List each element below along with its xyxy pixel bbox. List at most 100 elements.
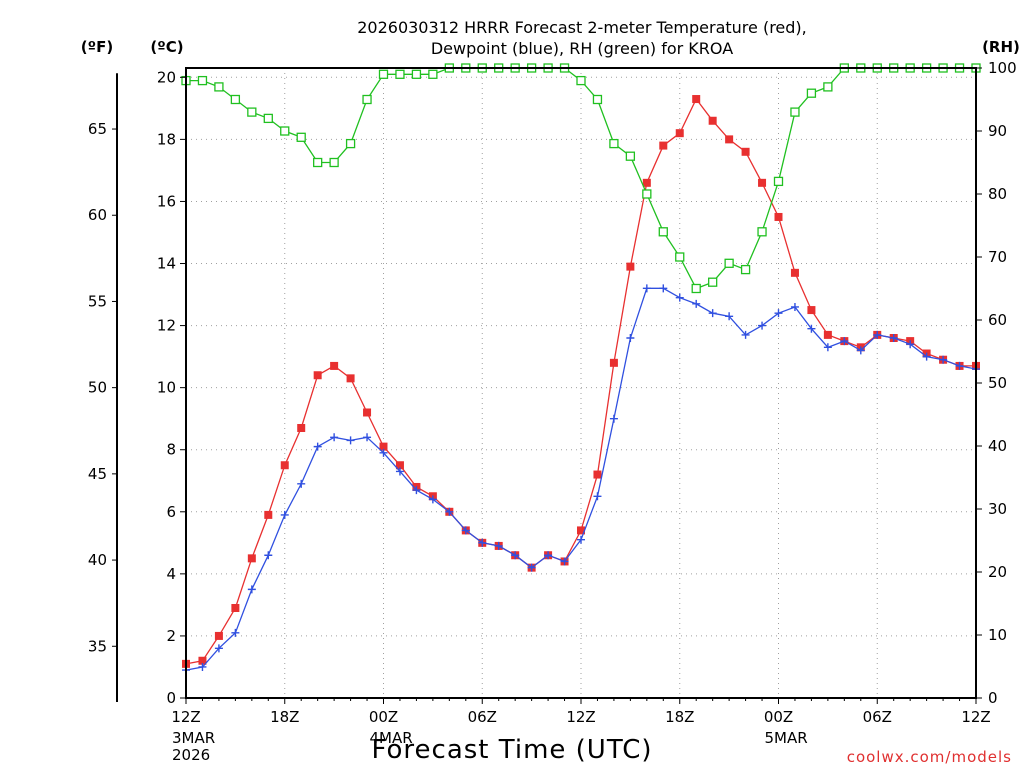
fahrenheit-axis-label: (ºF) (81, 38, 113, 56)
dewpoint-point (840, 337, 849, 346)
credit-text: coolwx.com/models (847, 748, 1012, 766)
x-tick-label: 18Z (665, 708, 694, 726)
rh-point (395, 69, 405, 79)
x-tick-label: 12Z (961, 708, 990, 726)
temperature-point (577, 526, 585, 535)
rh-point (362, 94, 372, 105)
dewpoint-point (741, 330, 750, 339)
rh-point (428, 69, 438, 79)
dewpoint-point (577, 535, 585, 544)
dewpoint-point (856, 346, 865, 355)
temperature-point (626, 262, 635, 271)
dewpoint-point (593, 492, 602, 501)
rh-point (329, 157, 339, 168)
dewpoint-point (922, 352, 931, 361)
fahrenheit-tick-label: 35 (88, 637, 107, 655)
temperature-point (214, 631, 223, 640)
celsius-tick-label: 20 (157, 68, 176, 86)
temperature-point (593, 470, 602, 479)
dewpoint-point (363, 433, 372, 442)
rh-point (708, 277, 718, 287)
x-axis-title: Forecast Time (UTC) (371, 735, 652, 765)
grid-lines (186, 68, 976, 698)
fahrenheit-tick-label: 55 (88, 292, 107, 310)
dewpoint-point (708, 309, 717, 318)
temperature-point (741, 147, 750, 156)
temperature-point (725, 135, 734, 144)
rh-point (773, 176, 784, 187)
dewpoint-point (692, 299, 701, 308)
temperature-point (642, 178, 651, 187)
temperature-point (346, 374, 355, 383)
dewpoint-point (758, 321, 767, 330)
dewpoint-point (955, 361, 964, 370)
dewpoint-point (873, 330, 882, 339)
dewpoint-point (346, 436, 355, 445)
rh-point (823, 82, 833, 92)
dewpoint-point (428, 495, 437, 504)
rh-point (642, 189, 652, 199)
temperature-point (708, 116, 717, 125)
temperature-point (774, 212, 783, 221)
temperature-point (297, 424, 306, 432)
dewpoint-point (725, 312, 734, 321)
rh-point (675, 252, 685, 262)
rh-tick-label: 100 (988, 59, 1017, 77)
rh-point (576, 75, 586, 86)
celsius-tick-label: 12 (157, 317, 176, 335)
rh-point (313, 157, 323, 168)
dewpoint-point (231, 628, 240, 637)
rh-tick-label: 80 (988, 185, 1007, 203)
temperature-point (280, 461, 289, 470)
rh-point (247, 107, 257, 117)
dewpoint-point (675, 293, 684, 302)
rh-tick-label: 10 (988, 626, 1007, 644)
dewpoint-point (412, 486, 421, 495)
celsius-tick-label: 18 (157, 130, 176, 148)
rh-point (790, 107, 800, 117)
x-tick-label: 06Z (863, 708, 892, 726)
rh-point (625, 151, 636, 161)
dewpoint-point (461, 526, 470, 535)
dewpoint-point (478, 538, 487, 547)
x-tick-label: 12Z (171, 708, 200, 726)
celsius-tick-label: 6 (166, 503, 176, 521)
rh-point (411, 69, 422, 79)
dewpoint-point (247, 585, 256, 594)
temperature-point (247, 554, 256, 563)
dewpoint-point (280, 510, 289, 519)
temperature-point (313, 371, 322, 380)
rh-point (740, 264, 751, 275)
x-tick-label: 06Z (468, 708, 497, 726)
date-label: 3MAR (172, 729, 215, 747)
rh-point (197, 75, 208, 86)
rh-tick-label: 30 (988, 500, 1007, 518)
x-tick-label: 12Z (566, 708, 595, 726)
rh-point (345, 138, 356, 149)
rh-tick-label: 60 (988, 311, 1007, 329)
dewpoint-point (626, 334, 635, 342)
temperature-point (198, 656, 207, 665)
series-layer (181, 63, 981, 675)
axes-layer: 0 2 4 6 8 10 12 14 16 18 20 0 10 20 30 40 50 60 70 80 90 100 3… (88, 59, 1017, 764)
chart-title-line-2: Dewpoint (blue), RH (green) for KROA (431, 39, 733, 58)
fahrenheit-tick-label: 40 (88, 551, 107, 569)
rh-point (806, 88, 817, 98)
fahrenheit-tick-label: 65 (88, 120, 107, 138)
dewpoint-point (330, 433, 339, 442)
dewpoint-point (264, 551, 273, 560)
celsius-tick-label: 8 (166, 441, 176, 459)
dewpoint-point (544, 551, 553, 560)
rh-point (724, 258, 734, 268)
rh-point (691, 283, 701, 294)
dewpoint-point (939, 355, 948, 364)
dewpoint-point (889, 334, 898, 342)
rh-tick-label: 20 (988, 563, 1007, 581)
temperature-point (659, 141, 668, 150)
rh-tick-label: 70 (988, 248, 1007, 266)
dewpoint-point (659, 284, 668, 293)
temperature-point (807, 306, 816, 315)
x-tick-label: 00Z (369, 708, 398, 726)
